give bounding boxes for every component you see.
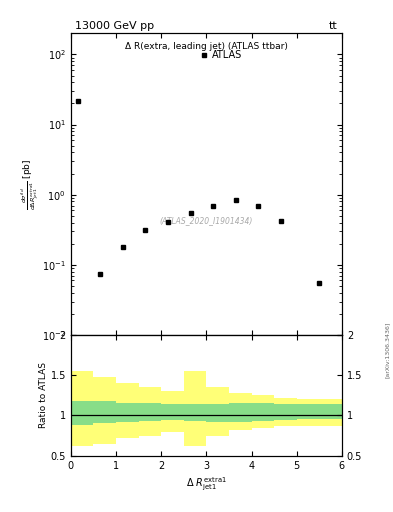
Text: [arXiv:1306.3436]: [arXiv:1306.3436]	[385, 322, 390, 378]
Y-axis label: Ratio to ATLAS: Ratio to ATLAS	[39, 362, 48, 429]
Text: 13000 GeV pp: 13000 GeV pp	[75, 20, 154, 31]
Text: (ATLAS_2020_I1901434): (ATLAS_2020_I1901434)	[160, 216, 253, 225]
X-axis label: $\Delta\ R_{\mathregular{jet1}}^{\mathregular{extra1}}$: $\Delta\ R_{\mathregular{jet1}}^{\mathre…	[186, 476, 227, 494]
Text: tt: tt	[329, 20, 338, 31]
Y-axis label: $\frac{d\sigma^{fid}}{d\Delta R_{jet1}^{extra1}}$ [pb]: $\frac{d\sigma^{fid}}{d\Delta R_{jet1}^{…	[19, 158, 40, 210]
Legend: ATLAS: ATLAS	[198, 47, 245, 63]
Text: Δ R(extra, leading jet) (ATLAS ttbar): Δ R(extra, leading jet) (ATLAS ttbar)	[125, 42, 288, 51]
